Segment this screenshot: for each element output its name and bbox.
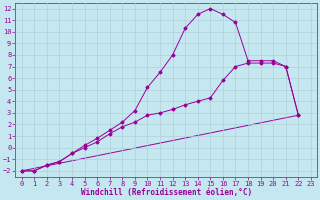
X-axis label: Windchill (Refroidissement éolien,°C): Windchill (Refroidissement éolien,°C) bbox=[81, 188, 252, 197]
